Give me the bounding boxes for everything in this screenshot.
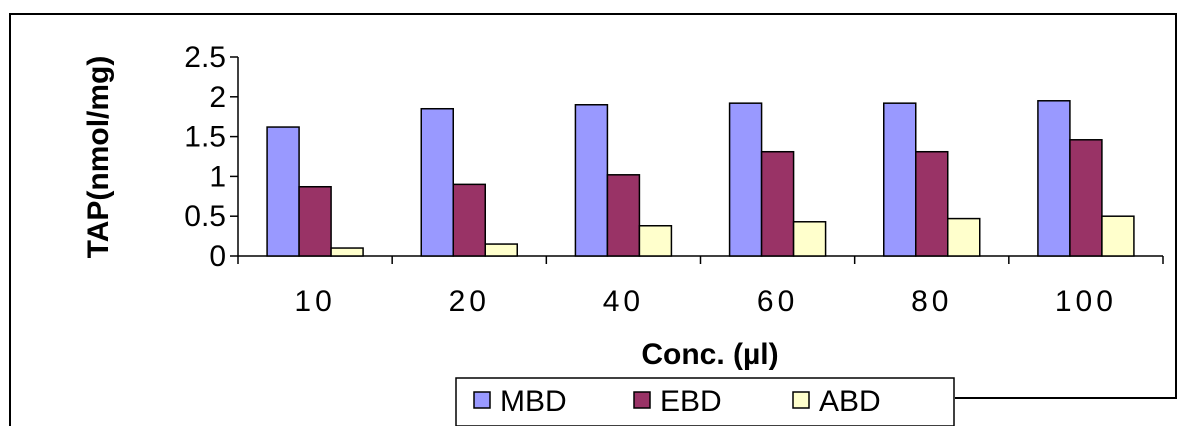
x-tick-label: 80: [911, 285, 952, 318]
bar-ebd-40: [607, 175, 639, 256]
legend-swatch-mbd: [474, 392, 490, 408]
bar-abd-10: [331, 248, 363, 256]
x-axis: 10 20 40 60 80 100: [238, 256, 1163, 318]
x-tick-label: 100: [1055, 285, 1117, 318]
bars-group: [267, 101, 1134, 256]
y-tick-label: 1: [209, 160, 226, 193]
bar-abd-100: [1102, 216, 1134, 256]
bar-abd-40: [639, 226, 671, 256]
bar-ebd-100: [1070, 140, 1102, 256]
bar-mbd-20: [421, 109, 453, 256]
y-axis-label: TAP(nmol/mg): [82, 56, 115, 259]
bar-abd-80: [948, 219, 980, 256]
x-tick-label: 20: [449, 285, 490, 318]
legend-swatch-ebd: [634, 392, 650, 408]
bar-mbd-10: [267, 127, 299, 256]
bar-ebd-10: [299, 187, 331, 256]
legend-label-ebd: EBD: [660, 385, 722, 418]
legend: MBD EBD ABD: [456, 378, 954, 426]
legend-label-abd: ABD: [819, 385, 881, 418]
legend-swatch-abd: [793, 392, 809, 408]
x-axis-label: Conc. (µl): [641, 338, 778, 371]
y-tick-label: 0.5: [184, 200, 226, 233]
bar-mbd-40: [575, 105, 607, 256]
bar-ebd-20: [453, 184, 485, 256]
bar-abd-60: [794, 222, 826, 256]
x-tick-label: 60: [757, 285, 798, 318]
y-tick-label: 1.5: [184, 121, 226, 154]
x-tick-label: 10: [294, 285, 335, 318]
x-tick-label: 40: [603, 285, 644, 318]
bar-mbd-100: [1038, 101, 1070, 256]
y-tick-label: 0: [209, 240, 226, 273]
bar-ebd-80: [916, 152, 948, 256]
y-axis: 0 0.5 1 1.5 2 2.5: [184, 41, 238, 273]
bar-mbd-80: [884, 103, 916, 256]
y-tick-label: 2: [209, 81, 226, 114]
y-tick-label: 2.5: [184, 41, 226, 74]
bar-mbd-60: [730, 103, 762, 256]
legend-label-mbd: MBD: [500, 385, 567, 418]
bar-ebd-60: [762, 152, 794, 256]
bar-abd-20: [485, 244, 517, 256]
